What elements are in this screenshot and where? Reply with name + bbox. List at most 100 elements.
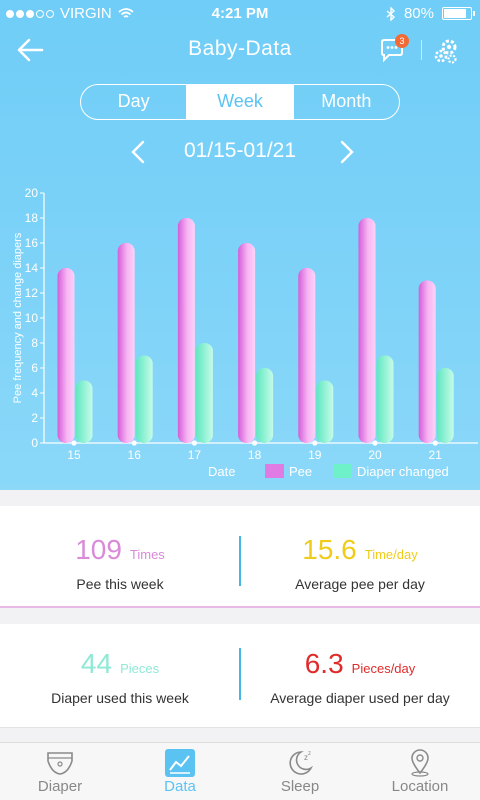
legend-swatch-diaper	[333, 464, 352, 478]
chevron-left-icon[interactable]	[126, 138, 152, 166]
battery-icon	[442, 7, 475, 20]
nav-divider	[421, 40, 422, 60]
tab-data[interactable]: Data	[120, 743, 240, 800]
carrier-label: VIRGIN	[60, 5, 112, 22]
diaper-bar	[75, 380, 93, 443]
pee-bar	[57, 268, 75, 443]
notification-badge: 3	[395, 34, 409, 48]
y-tick-label: 4	[31, 386, 38, 400]
diaper-bar	[195, 343, 213, 443]
x-tick-label: 18	[248, 448, 262, 462]
legend-swatch-pee	[265, 464, 284, 478]
pee-avg-desc: Average pee per day	[295, 576, 425, 592]
x-tick-label: 20	[368, 448, 382, 462]
y-tick-label: 0	[31, 436, 38, 450]
diaper-avg-desc: Average diaper used per day	[270, 690, 450, 706]
x-tick-dot	[71, 440, 77, 446]
pee-avg-unit: Time/day	[364, 547, 418, 562]
bluetooth-icon	[386, 6, 395, 21]
diaper-icon	[47, 752, 73, 775]
x-tick-label: 19	[308, 448, 322, 462]
period-segmented-control: Day Week Month	[80, 84, 400, 120]
tab-diaper[interactable]: Diaper	[0, 743, 120, 800]
tab-month[interactable]: Month	[292, 85, 399, 119]
card-divider	[239, 536, 241, 586]
pee-avg-stat: 15.6 Time/day Average pee per day	[240, 534, 480, 592]
pee-bar	[117, 243, 135, 443]
diaper-total-desc: Diaper used this week	[51, 690, 189, 706]
location-pin-icon	[411, 749, 429, 777]
pee-bar	[238, 243, 256, 443]
diaper-bar	[436, 368, 454, 443]
nav-bar: Baby-Data 3	[0, 26, 480, 74]
tab-day[interactable]: Day	[117, 91, 150, 111]
x-axis-label: Date	[208, 464, 235, 479]
diaper-bar	[316, 380, 334, 443]
diaper-bar	[376, 355, 394, 443]
x-tick-dot	[372, 440, 378, 446]
x-tick-label: 16	[128, 448, 142, 462]
y-tick-label: 12	[25, 286, 39, 300]
diaper-total-value: 44	[80, 648, 113, 679]
wifi-icon	[118, 7, 134, 18]
x-tick-label: 15	[67, 448, 81, 462]
chat-icon[interactable]	[378, 38, 408, 64]
diaper-avg-unit: Pieces/day	[351, 661, 416, 676]
chevron-right-icon[interactable]	[333, 138, 359, 166]
tab-sleep[interactable]: z z Sleep	[240, 743, 360, 800]
tab-location[interactable]: Location	[360, 743, 480, 800]
pee-bar	[418, 280, 436, 443]
tab-data-label: Data	[164, 778, 196, 795]
x-tick-dot	[131, 440, 137, 446]
bottom-tab-bar: Diaper Data z z Sleep Location	[0, 742, 480, 800]
chart-icon	[165, 749, 195, 777]
x-tick-dot	[312, 440, 318, 446]
x-tick-label: 21	[429, 448, 443, 462]
back-arrow-icon[interactable]	[14, 36, 46, 64]
pee-total-stat: 109 Times Pee this week	[0, 534, 240, 592]
pee-avg-value: 15.6	[302, 534, 357, 565]
y-tick-label: 2	[31, 411, 38, 425]
diaper-stats-card: 44 Pieces Diaper used this week 6.3 Piec…	[0, 624, 480, 728]
pee-bar	[358, 218, 376, 443]
pee-bar	[177, 218, 195, 443]
diaper-avg-value: 6.3	[304, 648, 344, 679]
svg-text:z: z	[304, 753, 308, 762]
pee-diaper-bar-chart: 0 2 4 6 8 10 12 14 16 18 20 Pee frequency and chang…	[12, 186, 478, 479]
status-bar: VIRGIN 4:21 PM 80%	[0, 0, 480, 26]
diaper-bar	[256, 368, 274, 443]
y-axis-label: Pee frequency and change diapers	[12, 232, 24, 403]
pee-bar	[298, 268, 316, 443]
x-tick-label: 17	[188, 448, 202, 462]
x-tick-dot	[191, 440, 197, 446]
diaper-avg-stat: 6.3 Pieces/day Average diaper used per d…	[240, 648, 480, 706]
page-title: Baby-Data	[188, 37, 292, 60]
y-tick-label: 18	[25, 211, 39, 225]
y-tick-label: 6	[31, 361, 38, 375]
svg-text:z: z	[308, 751, 311, 757]
date-range-label: 01/15-01/21	[183, 139, 297, 162]
legend-label-pee: Pee	[289, 464, 312, 479]
settings-gear-icon[interactable]	[432, 37, 460, 65]
y-tick-label: 16	[25, 236, 39, 250]
tab-week[interactable]: Week	[186, 85, 293, 119]
moon-icon: z z	[289, 751, 314, 775]
y-tick-label: 20	[25, 186, 39, 200]
tab-diaper-label: Diaper	[37, 778, 83, 795]
pee-total-unit: Times	[129, 547, 165, 562]
pee-stats-card: 109 Times Pee this week 15.6 Time/day Av…	[0, 506, 480, 608]
signal-icon	[6, 9, 54, 18]
date-range-selector: 01/15-01/21	[0, 136, 480, 168]
header-area: VIRGIN 4:21 PM 80% Baby-Data 3	[0, 0, 480, 490]
battery-percent: 80%	[403, 5, 434, 22]
card-divider	[239, 648, 241, 700]
diaper-total-unit: Pieces	[120, 661, 160, 676]
clock: 4:21 PM	[211, 5, 269, 22]
pee-total-desc: Pee this week	[76, 576, 164, 592]
diaper-bar	[135, 355, 153, 443]
x-tick-dot	[252, 440, 258, 446]
x-tick-dot	[432, 440, 438, 446]
y-tick-label: 10	[25, 311, 39, 325]
legend-label-diaper: Diaper changed	[357, 464, 449, 479]
y-tick-label: 14	[25, 261, 39, 275]
